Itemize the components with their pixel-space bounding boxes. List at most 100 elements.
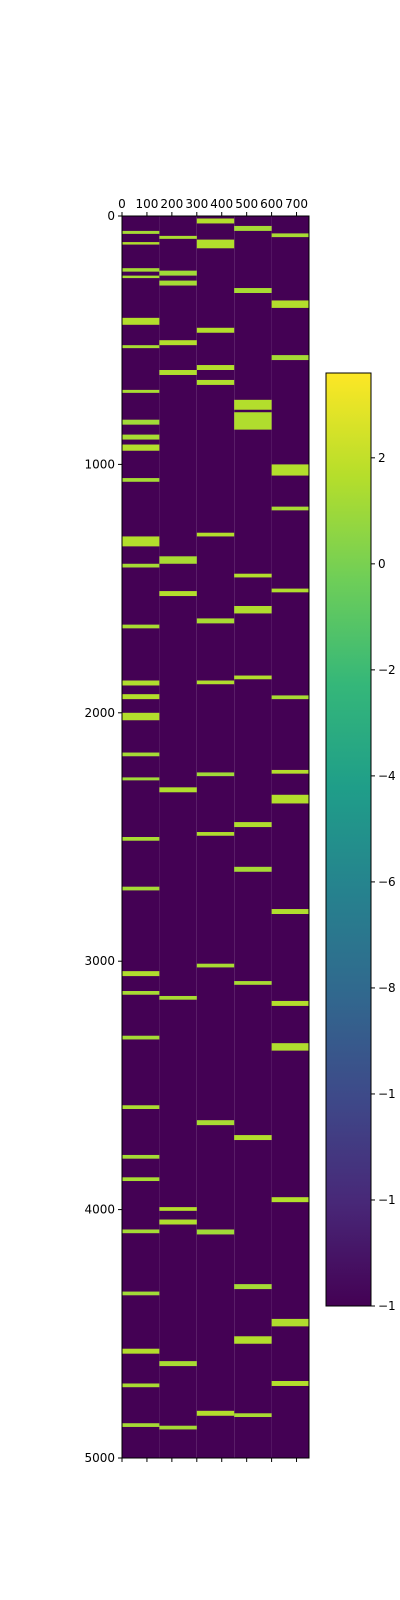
- heatmap-cell: [159, 591, 197, 597]
- colorbar-tick-label: −8: [378, 981, 396, 995]
- heatmap-cell: [271, 1197, 309, 1203]
- heatmap-cell: [122, 971, 160, 977]
- colorbar-tick-label: −1: [378, 1299, 396, 1313]
- heatmap-cell: [122, 1423, 160, 1427]
- heatmap-cell: [271, 1043, 309, 1051]
- heatmap-cell: [196, 1229, 235, 1235]
- x-tick-label: 400: [210, 197, 233, 211]
- y-tick-label: 5000: [84, 1451, 115, 1465]
- colorbar-tick-label: −4: [378, 769, 396, 783]
- x-tick-label: 300: [185, 197, 208, 211]
- colorbar-tick-label: −1: [378, 1087, 396, 1101]
- heatmap-cell: [159, 370, 197, 375]
- heatmap-cell: [159, 235, 197, 239]
- heatmap-cell: [196, 1410, 235, 1416]
- heatmap-cell: [122, 1291, 160, 1296]
- heatmap-cell: [122, 991, 160, 995]
- heatmap-cell: [234, 605, 272, 614]
- heatmap-cell: [234, 866, 272, 872]
- heatmap-cell: [234, 1135, 272, 1141]
- heatmap-cell: [122, 886, 160, 891]
- heatmap-cell: [122, 419, 160, 425]
- heatmap-cell: [122, 624, 160, 629]
- heatmap-cell: [122, 230, 160, 234]
- x-tick-label: 200: [160, 197, 183, 211]
- heatmap-cell: [234, 981, 272, 985]
- heatmap-cell: [271, 588, 309, 593]
- heatmap-cell: [159, 556, 197, 564]
- heatmap-column-background: [271, 216, 309, 1458]
- colorbar-tick-label: −1: [378, 1193, 396, 1207]
- heatmap-cell: [234, 399, 272, 410]
- heatmap-cell: [271, 1000, 309, 1006]
- heatmap-cell: [234, 1284, 272, 1290]
- colorbar: [326, 373, 371, 1306]
- heatmap-cell: [122, 444, 160, 451]
- heatmap-cell: [271, 233, 309, 238]
- colorbar-tick-label: −2: [378, 663, 396, 677]
- heatmap-cell: [234, 1336, 272, 1344]
- colorbar-frame: [325, 372, 372, 1307]
- heatmap-cell: [122, 1383, 160, 1388]
- heatmap-cell: [159, 1361, 197, 1367]
- heatmap-cell: [271, 355, 309, 361]
- x-tick-label: 600: [260, 197, 283, 211]
- x-axis: 0 100 200 300 400 500 600 700: [118, 197, 308, 1462]
- colorbar-tick-label: 2: [378, 451, 386, 465]
- heatmap-cell: [271, 1318, 309, 1327]
- x-tick-label: 0: [118, 197, 126, 211]
- heatmap-cell: [122, 1154, 160, 1159]
- heatmap-cell: [122, 1229, 160, 1234]
- heatmap-cell: [122, 434, 160, 440]
- heatmap-cell: [196, 327, 235, 333]
- x-tick-label: 500: [235, 197, 258, 211]
- heatmap-cell: [196, 365, 235, 371]
- heatmap-cell: [271, 794, 309, 804]
- heatmap-cell: [159, 1207, 197, 1211]
- y-tick-label: 2000: [84, 706, 115, 720]
- heatmap-cell: [159, 1425, 197, 1430]
- heatmap-cell: [159, 280, 197, 286]
- heatmap-cell: [271, 769, 309, 774]
- heatmap-cell: [196, 239, 235, 249]
- heatmap-cell: [196, 532, 235, 537]
- heatmap-column-background: [196, 216, 235, 1458]
- heatmap-cell: [122, 242, 160, 245]
- heatmap-cell: [159, 1219, 197, 1225]
- heatmap-cell: [159, 787, 197, 793]
- heatmap-cell: [271, 300, 309, 308]
- colorbar-tick-label: −6: [378, 875, 396, 889]
- heatmap-cell: [196, 772, 235, 777]
- heatmap-cell: [122, 837, 160, 841]
- heatmap-cell: [196, 963, 235, 968]
- heatmap-cell: [122, 268, 160, 272]
- heatmap-cell: [196, 379, 235, 385]
- x-tick-label: 700: [285, 197, 308, 211]
- heatmap-cell: [234, 288, 272, 294]
- heatmap-column-background: [159, 216, 197, 1458]
- heatmap-cell: [196, 832, 235, 836]
- plot-frame: [121, 215, 310, 1459]
- heatmap-cell: [122, 345, 160, 349]
- heatmap-cell: [196, 218, 235, 224]
- heatmap-cell: [122, 694, 160, 700]
- heatmap-cell: [159, 340, 197, 346]
- heatmap-cell: [122, 1177, 160, 1182]
- heatmap-cell: [122, 478, 160, 482]
- heatmap-cell: [122, 777, 160, 781]
- heatmap-cell: [159, 270, 197, 276]
- heatmap-cell: [196, 618, 235, 624]
- y-tick-label: 0: [107, 209, 115, 223]
- heatmap-cell: [122, 1348, 160, 1354]
- heatmap-cell: [122, 317, 160, 325]
- colorbar-tick-label: 0: [378, 557, 386, 571]
- heatmap-cells: [122, 216, 309, 1458]
- heatmap-cell: [234, 573, 272, 578]
- heatmap-cell: [234, 225, 272, 231]
- heatmap-cell: [196, 1120, 235, 1126]
- y-axis: 0 1000 2000 3000 4000 5000: [84, 209, 122, 1465]
- heatmap-cell: [122, 389, 160, 393]
- heatmap-cell: [122, 1035, 160, 1040]
- heatmap-cell: [271, 909, 309, 915]
